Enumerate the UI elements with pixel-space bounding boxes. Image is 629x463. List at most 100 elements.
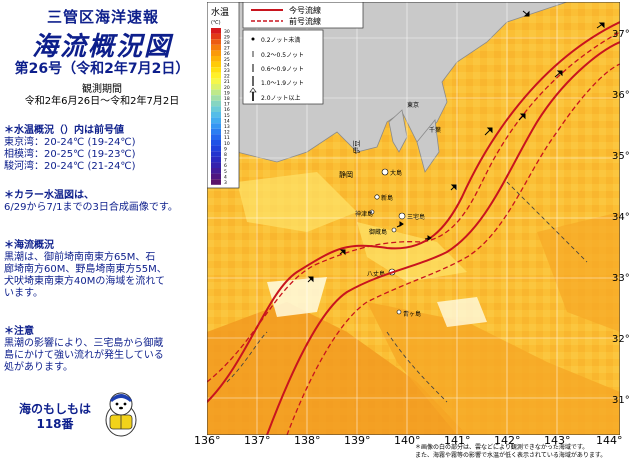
temp-swatch [211, 89, 221, 96]
footnote: ＊画像の白の部分は、雲などにより観測できなかった海域です。 また、海霧や霧等の影… [415, 444, 627, 460]
lon-label: 143° [544, 434, 571, 447]
temp-summary: ＊水温概況（）内は前号値 東京湾：20-24℃ (19-24℃) 相模湾：20-… [4, 125, 204, 173]
place-label: 新島 [381, 194, 393, 202]
temp-swatch-label: 20 [224, 85, 230, 91]
island-niijima [374, 194, 380, 200]
arrow-legend-label: 0.2ノット未満 [261, 36, 300, 44]
temp-swatch [211, 100, 221, 107]
observation-period: 令和2年6月26日～令和2年7月2日 [24, 96, 180, 107]
current-summary-heading: ＊海流概況 [4, 240, 54, 251]
arrow-legend-label: 1.0～1.9ノット [261, 80, 304, 87]
temp-swatch-label: 22 [224, 74, 230, 80]
lat-label: 36° [612, 90, 629, 101]
temp-swatch [211, 39, 221, 45]
temp-swatch-label: 24 [224, 62, 230, 68]
caution-line: 島にかけて強い流れが発生している [4, 350, 164, 361]
temp-swatch-label: 4 [224, 174, 227, 180]
current-summary-line: います。 [4, 288, 43, 299]
temp-swatch-label: 15 [224, 113, 230, 119]
hotline-line1: 海のもしもは [18, 402, 91, 416]
cool-water-region [357, 222, 467, 282]
temp-row-suruga: 駿河湾：20-24℃ (21-24℃) [4, 161, 136, 172]
current-line-other [386, 331, 448, 403]
cool-water-region [237, 172, 357, 232]
temp-swatch-label: 16 [224, 107, 230, 113]
current-line-this-issue [266, 41, 620, 435]
place-label: 大島 [390, 169, 402, 177]
temp-swatch [211, 140, 221, 146]
arrow-legend: 0.2ノット未満 0.2～0.5ノット 0.6～0.9ノット 1.0～1.9ノッ… [242, 29, 324, 105]
current-line-other [506, 181, 588, 263]
legend-label: 前号流線 [289, 16, 321, 26]
lat-label: 32° [612, 334, 629, 345]
temp-swatch-label: 29 [224, 34, 230, 40]
temp-swatch [211, 179, 221, 185]
temp-swatch [211, 162, 221, 168]
temp-swatch [211, 134, 221, 140]
page-title: 海流概況図 [31, 32, 172, 62]
temp-swatch-label: 5 [224, 169, 227, 175]
temp-swatch [211, 106, 221, 112]
lon-label: 144° [596, 434, 623, 447]
land-boso-peninsula [416, 119, 440, 173]
temp-swatch [211, 33, 221, 40]
place-label: 青ヶ島 [403, 310, 421, 318]
temp-summary-heading: ＊水温概況（）内は前号値 [4, 125, 124, 136]
current-line-previous-issue [286, 63, 620, 435]
temp-swatch [211, 44, 221, 51]
lon-label: 137° [244, 434, 271, 447]
org-title: 三管区海洋速報 [46, 8, 159, 26]
temp-swatch [211, 173, 221, 180]
temp-swatch [211, 67, 221, 73]
temp-swatch-label: 13 [224, 124, 230, 130]
place-label: 神津島 [355, 210, 373, 218]
lon-label: 139° [344, 434, 371, 447]
temp-scale-unit: (℃) [211, 20, 221, 26]
temp-swatch-label: 26 [224, 51, 230, 57]
temp-swatch-label: 21 [224, 79, 230, 85]
place-label: 八丈島 [367, 270, 385, 278]
caution: ＊注意 黒潮の影響により、三宅島から御蔵 島にかけて強い流れが発生している 処が… [4, 326, 204, 374]
arrow-legend-icon [249, 87, 257, 93]
caution-line: 処があります。 [4, 362, 73, 373]
temp-swatch [211, 112, 221, 118]
current-summary: ＊海流概況 黒潮は、御前埼南南東方65M、石 廊埼南方60M、野島埼南東方55M… [4, 240, 204, 300]
temp-swatch-label: 7 [224, 158, 227, 164]
temp-swatch-label: 25 [224, 57, 230, 63]
island-aogashima [396, 309, 402, 315]
lat-label: 37° [612, 29, 629, 40]
image-note-body: 6/29から7/1までの3日合成画像です。 [4, 202, 178, 213]
caution-line: 黒潮の影響により、三宅島から御蔵 [4, 338, 164, 349]
temp-swatch-label: 18 [224, 96, 230, 102]
temp-scale-title: 水温 [211, 6, 229, 18]
temp-swatch-label: 8 [224, 152, 227, 158]
temp-swatch [211, 78, 221, 84]
temp-row-tokyo: 東京湾：20-24℃ (19-24℃) [4, 137, 136, 148]
temp-swatch [211, 156, 221, 163]
place-label: 静岡 [339, 170, 353, 179]
cloud-mask [437, 297, 487, 327]
temperature-scale: 水温 (℃) 302928272625242322212019181716151… [207, 2, 240, 189]
temp-swatch-label: 23 [224, 68, 230, 74]
arrow-legend-label: 0.2～0.5ノット [261, 52, 304, 59]
place-label: 東京 [407, 101, 419, 109]
temp-swatch-label: 10 [224, 141, 230, 147]
current-legend: 今号流線 前号流線 [242, 2, 364, 29]
temp-swatch [211, 145, 221, 152]
land-izu-peninsula [388, 109, 408, 153]
temp-swatch [211, 95, 221, 101]
temp-swatch [211, 28, 221, 34]
temp-swatch-label: 12 [224, 130, 230, 136]
temp-swatch-label: 9 [224, 146, 227, 152]
lon-label: 142° [494, 434, 521, 447]
lon-label: 138° [294, 434, 321, 447]
temp-row-sagami: 相模湾：20-25℃ (19-23℃) [4, 149, 136, 160]
legend-label: 今号流線 [289, 5, 321, 15]
footnote-line: また、海霧や霧等の影響で水温が低く表示されている海域があります。 [415, 452, 607, 459]
temp-swatch [211, 128, 221, 135]
island-miyakejima [398, 212, 406, 220]
temp-swatch-label: 11 [224, 135, 230, 141]
temp-swatch [211, 117, 221, 124]
island-oshima [381, 168, 389, 176]
current-line-this-issue [207, 21, 620, 403]
